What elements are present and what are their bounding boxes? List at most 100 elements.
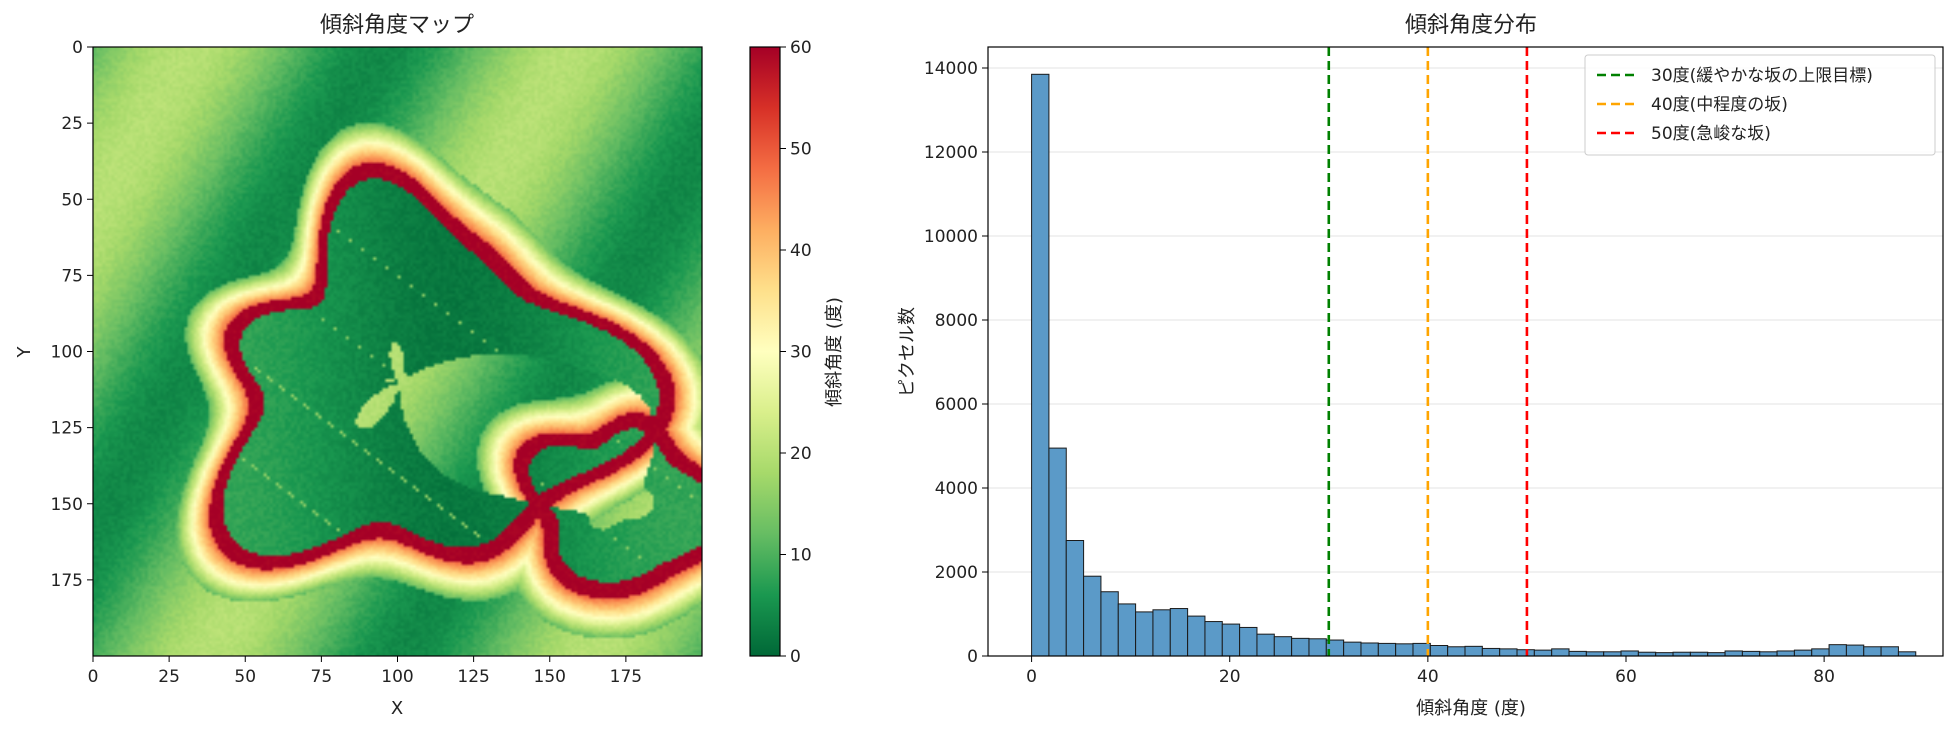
histogram-bar bbox=[1620, 650, 1639, 657]
histogram-y-tick-label: 6000 bbox=[935, 395, 978, 415]
heatmap-x-tick-label: 0 bbox=[88, 667, 99, 687]
histogram-y-tick-label: 14000 bbox=[924, 59, 978, 79]
histogram-bar bbox=[1429, 645, 1449, 657]
colorbar-tick-label: 30 bbox=[790, 343, 812, 363]
histogram-x-tick-label: 60 bbox=[1615, 667, 1637, 687]
legend-entry-label: 40度(中程度の坂) bbox=[1651, 95, 1788, 115]
heatmap-y-tick-label: 175 bbox=[51, 571, 83, 591]
colorbar-label: 傾斜角度 (度) bbox=[824, 297, 845, 407]
colorbar-gradient bbox=[750, 47, 780, 656]
histogram-bar bbox=[1395, 643, 1414, 657]
slope-histogram-panel: 傾斜角度分布 0 20 40 60 80 0 2000 4000 6000 8000 10000 1… bbox=[897, 13, 1944, 719]
histogram-bar bbox=[1776, 650, 1795, 657]
histogram-grid bbox=[988, 67, 1943, 657]
histogram-bar bbox=[1152, 609, 1171, 657]
histogram-bar bbox=[1741, 650, 1761, 657]
colorbar-tick-label: 60 bbox=[790, 38, 812, 58]
histogram-bar bbox=[1845, 644, 1865, 657]
histogram-bar bbox=[1308, 638, 1327, 657]
histogram-y-ticks: 0 2000 4000 6000 8000 10000 12000 14000 bbox=[924, 59, 988, 667]
histogram-y-tick-label: 8000 bbox=[935, 311, 978, 331]
legend-entry-label: 30度(緩やかな坂の上限目標) bbox=[1651, 66, 1873, 86]
heatmap-x-tick-label: 125 bbox=[457, 667, 489, 687]
legend: 30度(緩やかな坂の上限目標) 40度(中程度の坂) 50度(急峻な坂) bbox=[1584, 54, 1936, 156]
heatmap-y-tick-label: 150 bbox=[51, 495, 83, 515]
heatmap-x-tick-label: 175 bbox=[610, 667, 642, 687]
histogram-bar bbox=[1048, 447, 1067, 657]
slope-heatmap-image bbox=[93, 47, 702, 656]
histogram-bar bbox=[1585, 651, 1605, 657]
histogram-bar bbox=[1880, 646, 1899, 657]
histogram-bar bbox=[1377, 642, 1397, 657]
heatmap-y-tick-label: 75 bbox=[61, 266, 83, 286]
colorbar-tick-label: 40 bbox=[790, 241, 812, 261]
histogram-bar bbox=[1273, 636, 1293, 657]
histogram-bar bbox=[1481, 647, 1501, 657]
histogram-y-label: ピクセル数 bbox=[897, 307, 918, 397]
histogram-bar bbox=[1533, 649, 1553, 657]
histogram-bar bbox=[1464, 645, 1483, 657]
histogram-x-tick-label: 0 bbox=[1026, 667, 1037, 687]
histogram-bar bbox=[1343, 641, 1362, 657]
histogram-y-tick-label: 12000 bbox=[924, 143, 978, 163]
histogram-bar bbox=[1793, 649, 1813, 657]
histogram-x-ticks: 0 20 40 60 80 bbox=[1026, 656, 1835, 687]
heatmap-x-label: X bbox=[391, 698, 403, 719]
histogram-x-tick-label: 20 bbox=[1219, 667, 1241, 687]
slope-map-panel: 傾斜角度マップ 0 25 50 75 100 125 150 175 0 25 50 75 100 12… bbox=[14, 13, 703, 719]
histogram-bars bbox=[1031, 73, 1917, 657]
colorbar-ticks: 0 10 20 30 40 50 60 bbox=[780, 38, 812, 667]
histogram-bar bbox=[1031, 73, 1050, 657]
heatmap-x-tick-label: 150 bbox=[534, 667, 566, 687]
histogram-y-tick-label: 4000 bbox=[935, 479, 978, 499]
heatmap-y-tick-label: 25 bbox=[61, 114, 83, 134]
heatmap-y-label: Y bbox=[14, 346, 35, 359]
histogram-y-tick-label: 2000 bbox=[935, 563, 978, 583]
heatmap-y-ticks: 0 25 50 75 100 125 150 175 bbox=[51, 38, 93, 591]
histogram-bar bbox=[1221, 623, 1241, 657]
heatmap-y-tick-label: 0 bbox=[72, 38, 83, 58]
colorbar-tick-label: 20 bbox=[790, 444, 812, 464]
histogram-bar bbox=[1724, 650, 1743, 657]
heatmap-x-tick-label: 75 bbox=[311, 667, 333, 687]
legend-box bbox=[1584, 54, 1936, 156]
legend-entry-label: 50度(急峻な坂) bbox=[1651, 124, 1771, 144]
heatmap-x-tick-label: 25 bbox=[158, 667, 180, 687]
histogram-bar bbox=[1759, 651, 1778, 657]
colorbar-tick-label: 10 bbox=[790, 546, 812, 566]
histogram-x-tick-label: 80 bbox=[1813, 667, 1835, 687]
histogram-y-tick-label: 10000 bbox=[924, 227, 978, 247]
histogram-bar bbox=[1239, 626, 1258, 657]
heatmap-y-tick-label: 100 bbox=[51, 343, 83, 363]
histogram-bar bbox=[1360, 642, 1379, 657]
threshold-lines bbox=[1327, 47, 1529, 656]
heatmap-y-tick-label: 125 bbox=[51, 419, 83, 439]
histogram-bar bbox=[1135, 611, 1154, 657]
histogram-bar bbox=[1863, 646, 1882, 657]
histogram-bar bbox=[1568, 650, 1587, 657]
histogram-bar bbox=[1291, 637, 1310, 657]
histogram-y-tick-label: 0 bbox=[967, 647, 978, 667]
histogram-bar bbox=[1499, 648, 1518, 657]
histogram-bar bbox=[1447, 646, 1466, 657]
heatmap-x-tick-label: 100 bbox=[381, 667, 413, 687]
histogram-frame bbox=[987, 46, 1944, 657]
colorbar: 0 10 20 30 40 50 60 傾斜角度 (度) bbox=[749, 38, 845, 667]
histogram-bar bbox=[1897, 651, 1917, 657]
histogram-bar bbox=[1603, 651, 1622, 657]
colorbar-tick-label: 0 bbox=[790, 647, 801, 667]
colorbar-tick-label: 50 bbox=[790, 140, 812, 160]
histogram-bar bbox=[1811, 648, 1830, 657]
histogram-x-label: 傾斜角度 (度) bbox=[1416, 698, 1526, 719]
histogram-bar bbox=[1100, 591, 1119, 657]
heatmap-y-tick-label: 50 bbox=[61, 190, 83, 210]
heatmap-title: 傾斜角度マップ bbox=[320, 13, 474, 38]
histogram-bar bbox=[1551, 648, 1570, 657]
histogram-bar bbox=[1828, 644, 1847, 657]
histogram-bar bbox=[1065, 540, 1085, 657]
histogram-bar bbox=[1169, 608, 1189, 657]
heatmap-x-tick-label: 50 bbox=[234, 667, 256, 687]
heatmap-x-ticks: 0 25 50 75 100 125 150 175 bbox=[88, 656, 642, 687]
histogram-bar bbox=[1117, 603, 1137, 657]
